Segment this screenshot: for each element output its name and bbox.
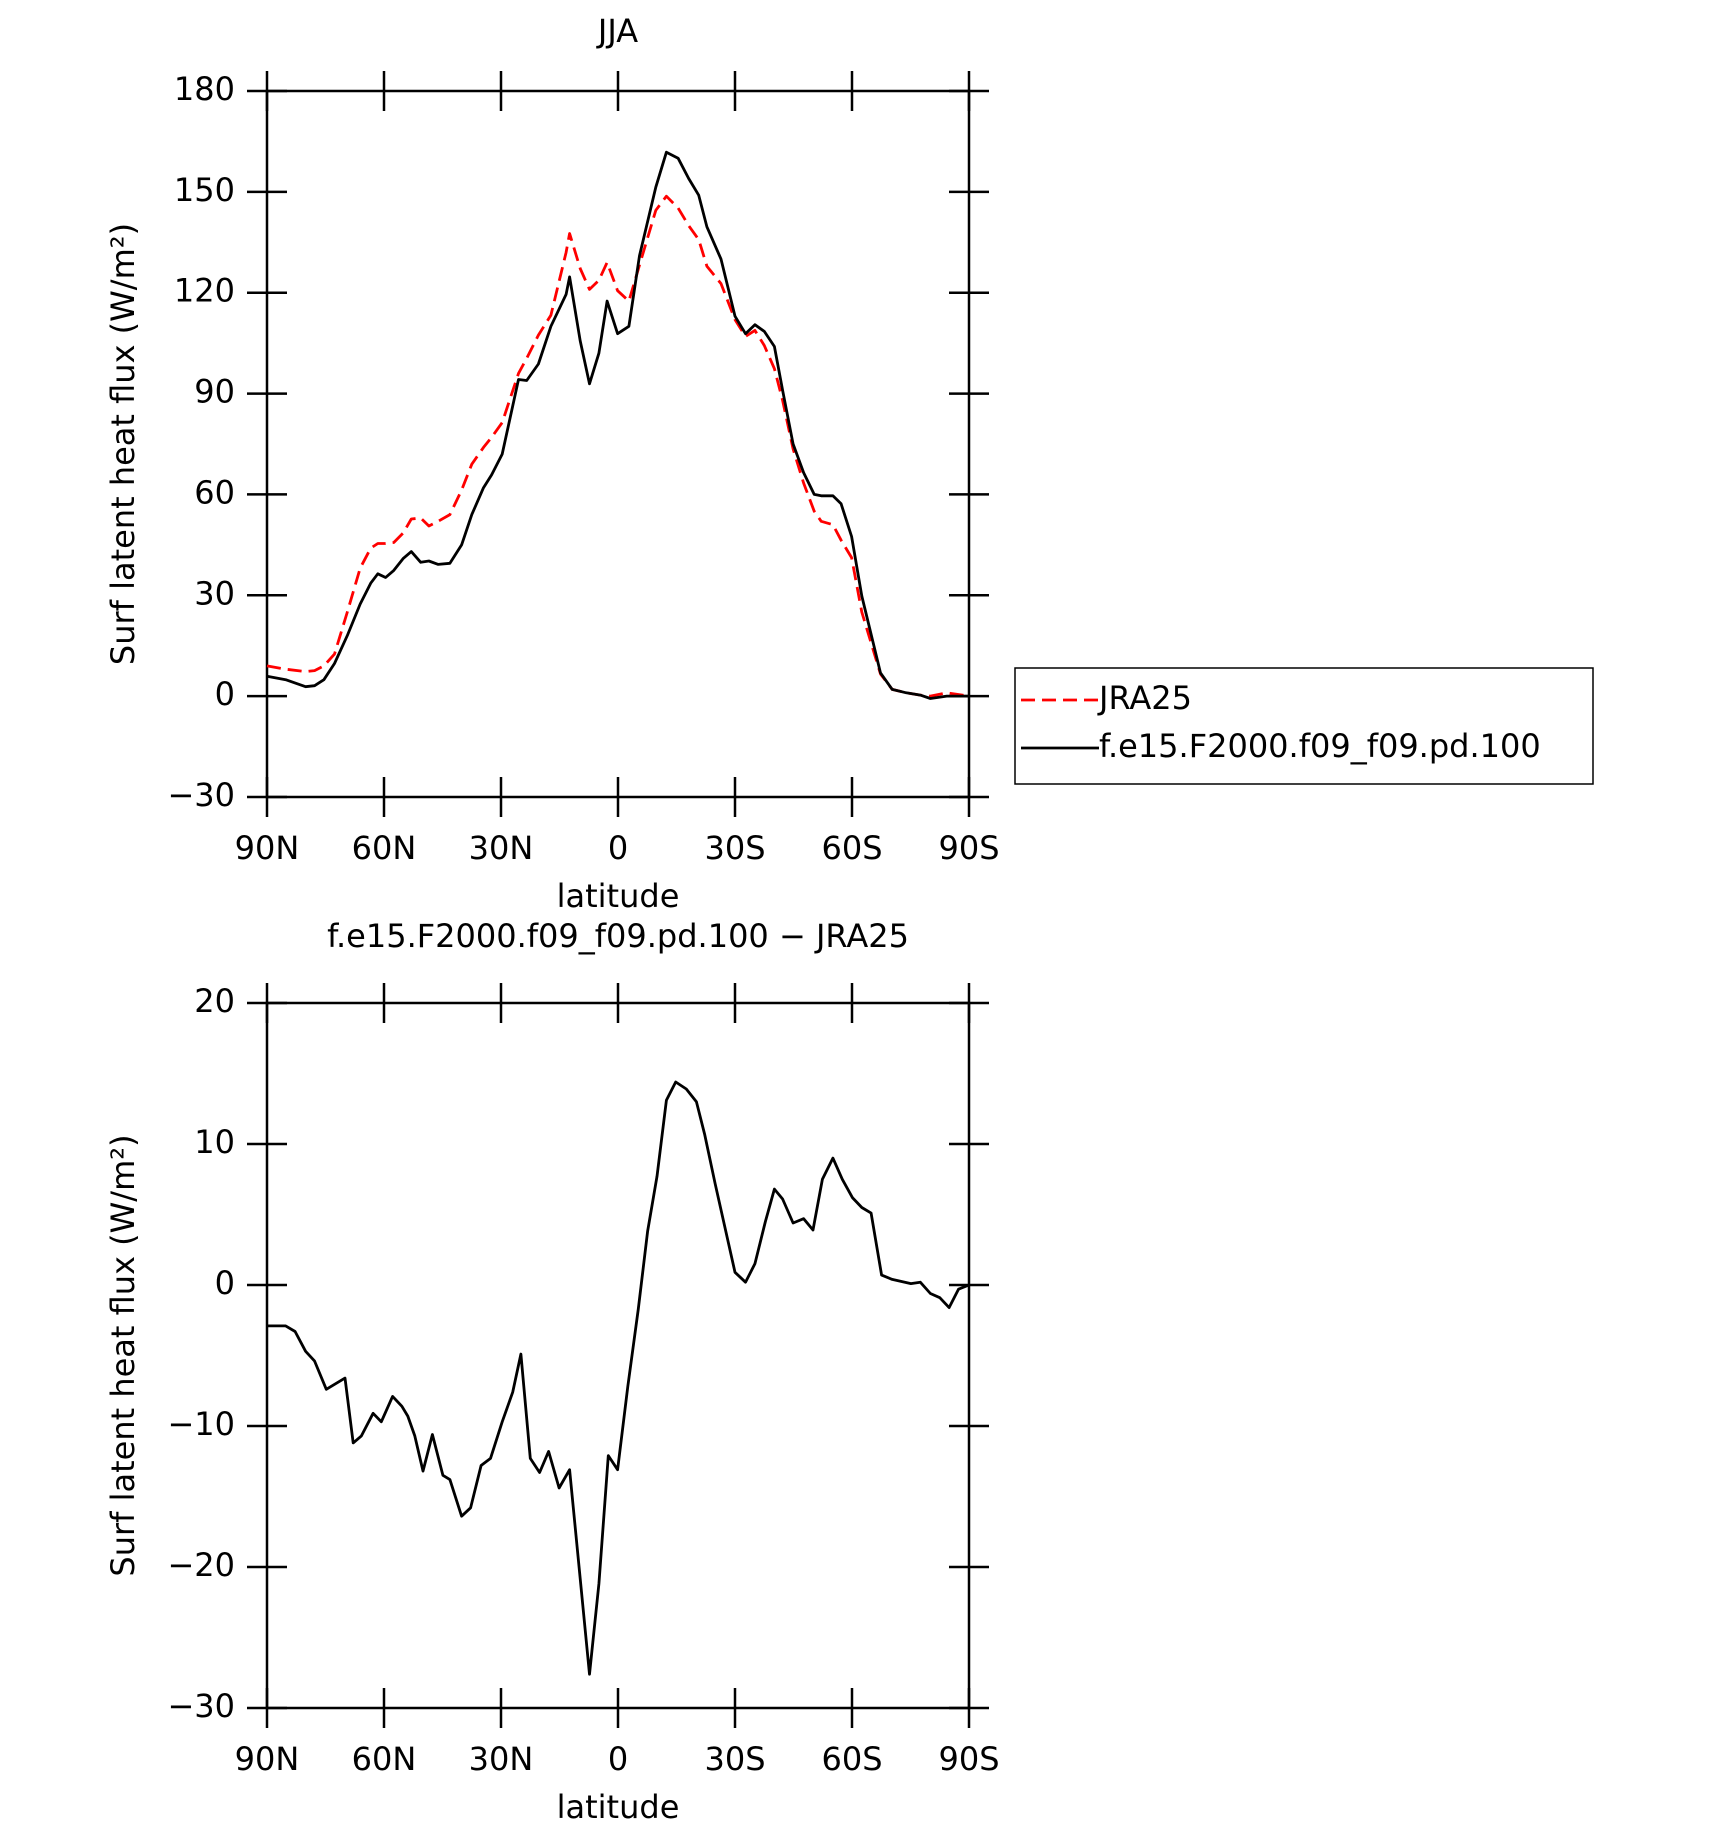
y-tick-label: 10 [194,1123,235,1161]
y-axis-label: Surf latent heat flux (W/m²) [104,223,142,665]
y-tick-label: −30 [167,776,235,814]
x-tick-label: 30S [704,829,765,867]
x-tick-label: 60N [352,1740,417,1778]
y-tick-label: 20 [194,982,235,1020]
y-tick-label: 120 [174,272,235,310]
data-line [267,1080,970,1676]
x-tick-label: 60S [821,829,882,867]
x-tick-label: 90N [235,1740,300,1778]
x-tick-label: 60S [821,1740,882,1778]
y-tick-label: 30 [194,574,235,612]
x-tick-label: 30S [704,1740,765,1778]
chart-title: JJA [596,12,638,50]
y-tick-label: 0 [215,675,235,713]
data-line [266,194,970,698]
y-tick-label: 60 [194,473,235,511]
plot-frame [265,89,971,799]
x-tick-label: 90S [938,829,999,867]
x-tick-label: 90S [938,1740,999,1778]
data-line [266,150,969,700]
y-tick-label: 150 [174,171,235,209]
legend-label: f.e15.F2000.f09_f09.pd.100 [1099,727,1541,765]
legend-label: JRA25 [1097,679,1192,717]
chart-title: f.e15.F2000.f09_f09.pd.100 − JRA25 [327,917,909,955]
y-tick-label: 0 [215,1264,235,1302]
x-tick-label: 30N [469,1740,534,1778]
y-tick-label: 180 [174,70,235,108]
x-tick-label: 90N [235,829,300,867]
x-tick-label: 0 [608,829,628,867]
y-tick-label: −30 [167,1687,235,1725]
x-axis-label: latitude [557,1788,680,1826]
y-tick-label: −10 [167,1405,235,1443]
y-tick-label: 90 [194,373,235,411]
x-axis-label: latitude [557,877,680,915]
y-tick-label: −20 [167,1546,235,1584]
legend-box [1014,667,1594,785]
x-tick-label: 0 [608,1740,628,1778]
y-axis-label: Surf latent heat flux (W/m²) [104,1134,142,1576]
plot-frame [265,1001,971,1710]
x-tick-label: 30N [469,829,534,867]
x-tick-label: 60N [352,829,417,867]
